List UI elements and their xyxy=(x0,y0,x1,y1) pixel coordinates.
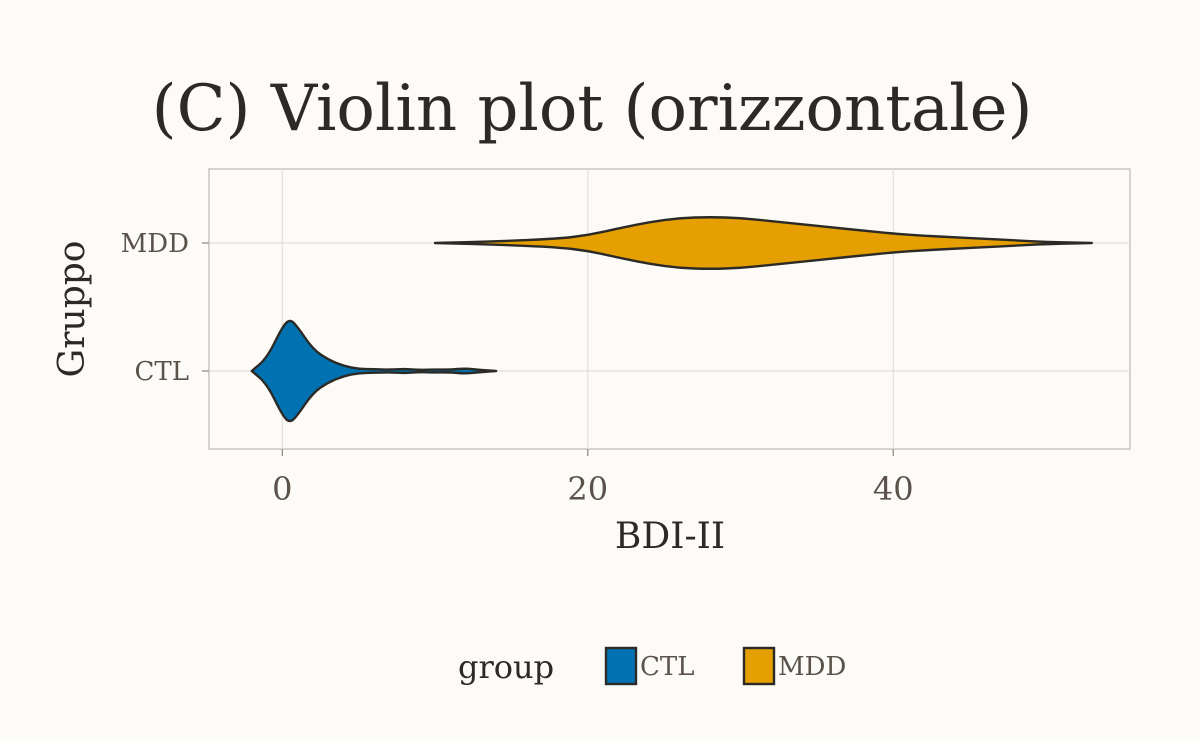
violin-ctl xyxy=(250,319,498,423)
legend-label-ctl: CTL xyxy=(640,652,695,682)
x-axis-title: BDI-II xyxy=(615,516,725,557)
chart-title: (C) Violin plot (orizzontale) xyxy=(152,72,1033,146)
x-tick-label: 40 xyxy=(873,470,914,508)
x-tick-label: 20 xyxy=(567,470,608,508)
axes: 0 20 40 CTL MDD xyxy=(121,229,914,508)
violin-mdd xyxy=(433,216,1093,270)
legend-swatch-mdd xyxy=(742,646,776,686)
grid-lines xyxy=(209,169,1130,449)
violins xyxy=(250,216,1093,423)
y-axis-title: Gruppo xyxy=(52,241,93,378)
plot-panel xyxy=(208,168,1131,450)
x-tick-label: 0 xyxy=(272,470,292,508)
legend-label-mdd: MDD xyxy=(778,652,846,682)
legend-title: group xyxy=(458,648,554,686)
legend: group CTL MDD xyxy=(458,646,846,686)
y-tick-label: CTL xyxy=(134,357,189,387)
legend-swatch-ctl xyxy=(604,646,638,686)
y-tick-label: MDD xyxy=(121,229,189,259)
